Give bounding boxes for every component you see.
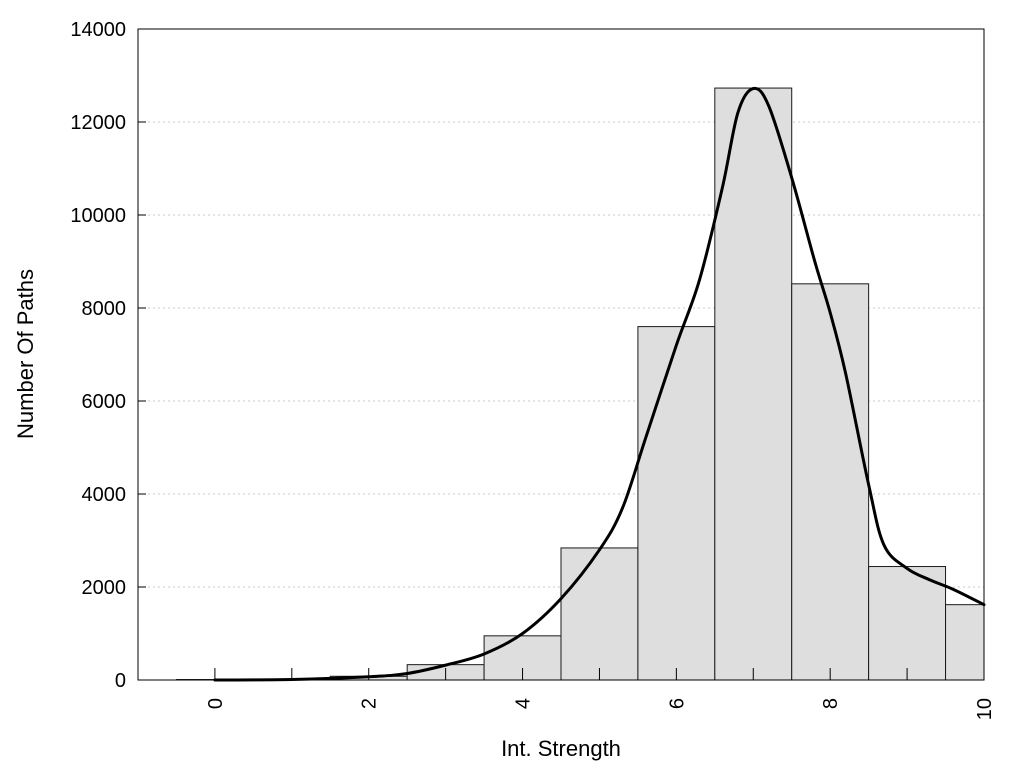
- x-axis-title: Int. Strength: [501, 736, 621, 761]
- y-tick-label: 10000: [70, 205, 126, 227]
- x-tick-label: 2: [359, 698, 381, 709]
- y-tick-label: 0: [115, 670, 126, 692]
- histogram-bar: [791, 283, 870, 681]
- density-curve: [213, 86, 986, 682]
- histogram-bar: [945, 604, 985, 681]
- y-tick-label: 8000: [82, 298, 127, 320]
- x-tick-label: 6: [666, 698, 688, 709]
- y-tick-label: 6000: [82, 391, 127, 413]
- y-tick-label: 14000: [70, 19, 126, 41]
- histogram-bar: [868, 566, 947, 681]
- plot-frame: [137, 28, 985, 681]
- y-tick-label: 2000: [82, 577, 127, 599]
- y-tick-label: 4000: [82, 484, 127, 506]
- x-tick-label: 0: [205, 698, 227, 709]
- x-tick-label: 4: [513, 698, 535, 709]
- y-axis-title: Number Of Paths: [13, 269, 38, 439]
- x-tick-label: 8: [820, 698, 842, 709]
- histogram-bar: [714, 87, 793, 681]
- axis-ticks: [138, 28, 985, 681]
- x-tick-label: 10: [974, 698, 996, 720]
- histogram-bar: [637, 326, 716, 681]
- y-tick-label: 12000: [70, 112, 126, 134]
- density-curve-layer: [213, 86, 986, 682]
- tick-labels: 0 2000 4000 6000 8000 10000 12000 14000 0 2 4 6 8 10: [70, 19, 996, 720]
- histogram-bar: [560, 547, 639, 681]
